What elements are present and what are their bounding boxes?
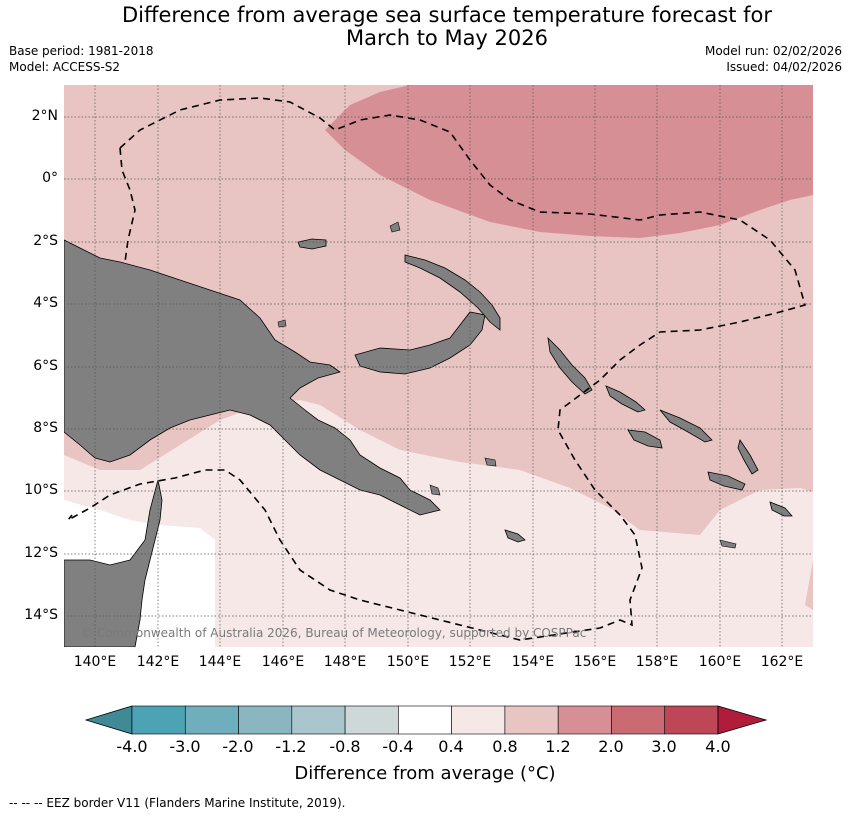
copyright-notice: © Commonwealth of Australia 2026, Bureau…	[81, 626, 587, 640]
land-solomon-makira	[707, 471, 746, 491]
colorbar-segment	[131, 705, 186, 735]
model-name: Model: ACCESS-S2	[9, 60, 121, 74]
lon-label: 150°E	[386, 654, 430, 670]
meta-right: Model run: 02/02/2026 Issued: 04/02/2026	[705, 43, 842, 75]
land-small-islands	[277, 221, 737, 549]
colorbar-tick: 1.2	[545, 737, 571, 756]
chart-title: Difference from average sea surface temp…	[0, 4, 850, 50]
land-new-guinea	[64, 239, 441, 516]
colorbar-segment	[238, 705, 293, 735]
lon-label: 142°E	[136, 654, 180, 670]
colorbar-tick: -4.0	[116, 737, 148, 756]
lat-label: 14°S	[24, 607, 58, 623]
lon-label: 148°E	[323, 654, 367, 670]
colorbar-extend-low	[84, 705, 133, 735]
land-solomon-malaita	[737, 439, 759, 475]
lat-label: 0°	[42, 170, 58, 186]
lon-label: 140°E	[73, 654, 117, 670]
anomaly-region-1-2-2-0	[325, 85, 813, 238]
colorbar-tick: 3.0	[651, 737, 677, 756]
colorbar-tick: 2.0	[598, 737, 624, 756]
lon-label: 152°E	[448, 654, 492, 670]
land-rennell	[769, 501, 793, 517]
base-period: Base period: 1981-2018	[9, 44, 154, 58]
land-manus	[297, 238, 327, 250]
colorbar-tick: -0.8	[329, 737, 361, 756]
lon-label: 158°E	[635, 654, 679, 670]
colorbar-tick: 4.0	[705, 737, 731, 756]
lat-label: 2°S	[33, 233, 58, 249]
title-line-2: March to May 2026	[346, 26, 548, 50]
colorbar-tick: -2.0	[222, 737, 254, 756]
lat-label: 10°S	[24, 482, 58, 498]
eez-border	[67, 97, 806, 641]
colorbar-segment	[451, 705, 506, 735]
lon-label: 146°E	[261, 654, 305, 670]
anomaly-region-1-2-2-0-se	[805, 560, 813, 610]
colorbar-extend-high	[717, 705, 768, 735]
lat-label: 12°S	[24, 545, 58, 561]
colorbar-label: Difference from average (°C)	[294, 763, 556, 784]
land-cape-york	[64, 479, 163, 647]
colorbar-segment	[291, 705, 346, 735]
colorbar-tick: -1.2	[275, 737, 307, 756]
lon-label: 162°E	[760, 654, 804, 670]
colorbar-segment	[344, 705, 399, 735]
meta-left: Base period: 1981-2018 Model: ACCESS-S2	[9, 43, 154, 75]
colorbar-tick: 0.4	[438, 737, 464, 756]
model-run-date: Model run: 02/02/2026	[704, 44, 842, 58]
colorbar-tick: -0.4	[382, 737, 414, 756]
colorbar-segment	[398, 705, 452, 735]
lat-label: 2°N	[31, 108, 58, 124]
eez-legend-note: -- -- -- EEZ border V11 (Flanders Marine…	[9, 796, 346, 810]
land-louisiade	[504, 529, 526, 543]
land-new-ireland	[404, 254, 501, 331]
colorbar-tick: 0.8	[492, 737, 518, 756]
issued-date: Issued: 04/02/2026	[726, 60, 842, 74]
colorbar-segment	[557, 705, 612, 735]
title-line-1: Difference from average sea surface temp…	[122, 3, 772, 27]
lon-label: 156°E	[573, 654, 617, 670]
lon-label: 160°E	[698, 654, 742, 670]
colorbar-segment	[611, 705, 666, 735]
lat-label: 6°S	[33, 358, 58, 374]
land-bougainville	[547, 336, 593, 395]
lon-label: 154°E	[511, 654, 555, 670]
lon-label: 144°E	[198, 654, 242, 670]
graticule	[64, 85, 813, 647]
colorbar-segment	[184, 705, 239, 735]
anomaly-region-0-4-0-8	[64, 400, 813, 647]
lat-label: 4°S	[33, 295, 58, 311]
colorbar-tick: -3.0	[169, 737, 201, 756]
lat-label: 8°S	[33, 420, 58, 436]
land-solomon-guadalcanal	[627, 429, 663, 449]
colorbar-segment	[664, 705, 719, 735]
colorbar-segment	[504, 705, 559, 735]
land-solomon-isabel	[659, 409, 713, 443]
land-solomon-choiseul	[605, 385, 646, 413]
land-new-britain	[354, 311, 486, 375]
